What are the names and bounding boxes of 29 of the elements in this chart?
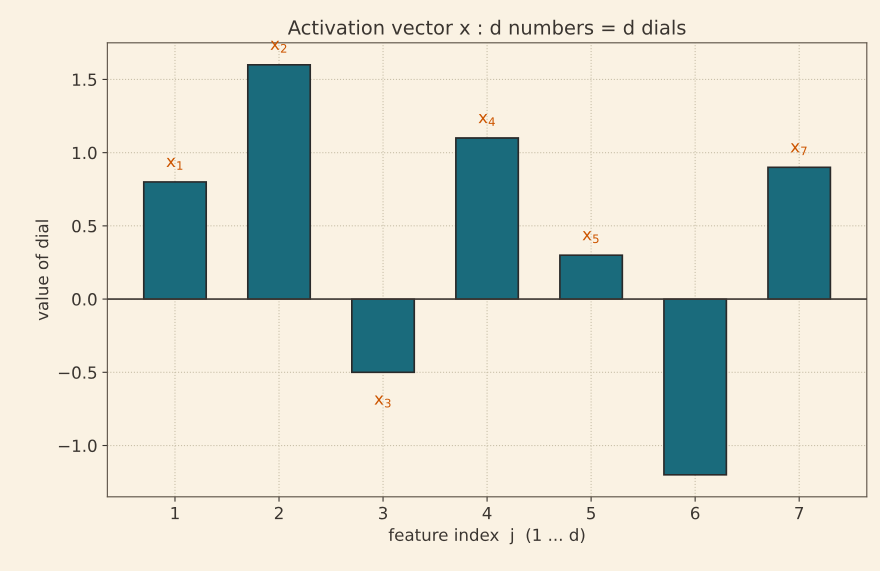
annotation: x$_{5}$	[582, 231, 599, 244]
x-tick-label: 6	[691, 506, 700, 520]
y-tick-label: −0.5	[58, 366, 96, 379]
x-tick-label: 5	[587, 507, 595, 520]
annotation: x$_{2}$	[270, 40, 286, 53]
chart-title: Activation vector x : d numbers = d dials	[288, 20, 686, 35]
annotation: x$_{7}$	[790, 143, 807, 156]
bar	[455, 137, 520, 300]
x-tick-label: 1	[172, 507, 179, 520]
y-tick-label: 1.5	[72, 74, 96, 86]
y-tick-label: 1.0	[72, 146, 97, 160]
x-axis-title: feature index j (1 ... d)	[388, 528, 584, 544]
bar	[142, 181, 208, 300]
x-tick-label: 2	[274, 506, 283, 520]
annotation: x$_{1}$	[166, 158, 182, 170]
bar	[559, 254, 624, 300]
x-tick-label: 7	[795, 507, 804, 520]
y-tick-label: 0.0	[72, 293, 97, 306]
x-tick-label: 4	[482, 507, 492, 520]
y-tick-label: −1.0	[58, 439, 97, 452]
y-tick-label: 0.5	[72, 220, 96, 232]
annotation: x$_{3}$	[374, 396, 391, 408]
bar	[663, 298, 728, 476]
y-axis-title: value of dial	[35, 220, 48, 320]
x-tick-label: 3	[379, 506, 388, 520]
bar	[767, 166, 832, 300]
bar	[351, 298, 416, 374]
bar	[246, 64, 312, 300]
annotation: x$_{4}$	[478, 114, 495, 126]
